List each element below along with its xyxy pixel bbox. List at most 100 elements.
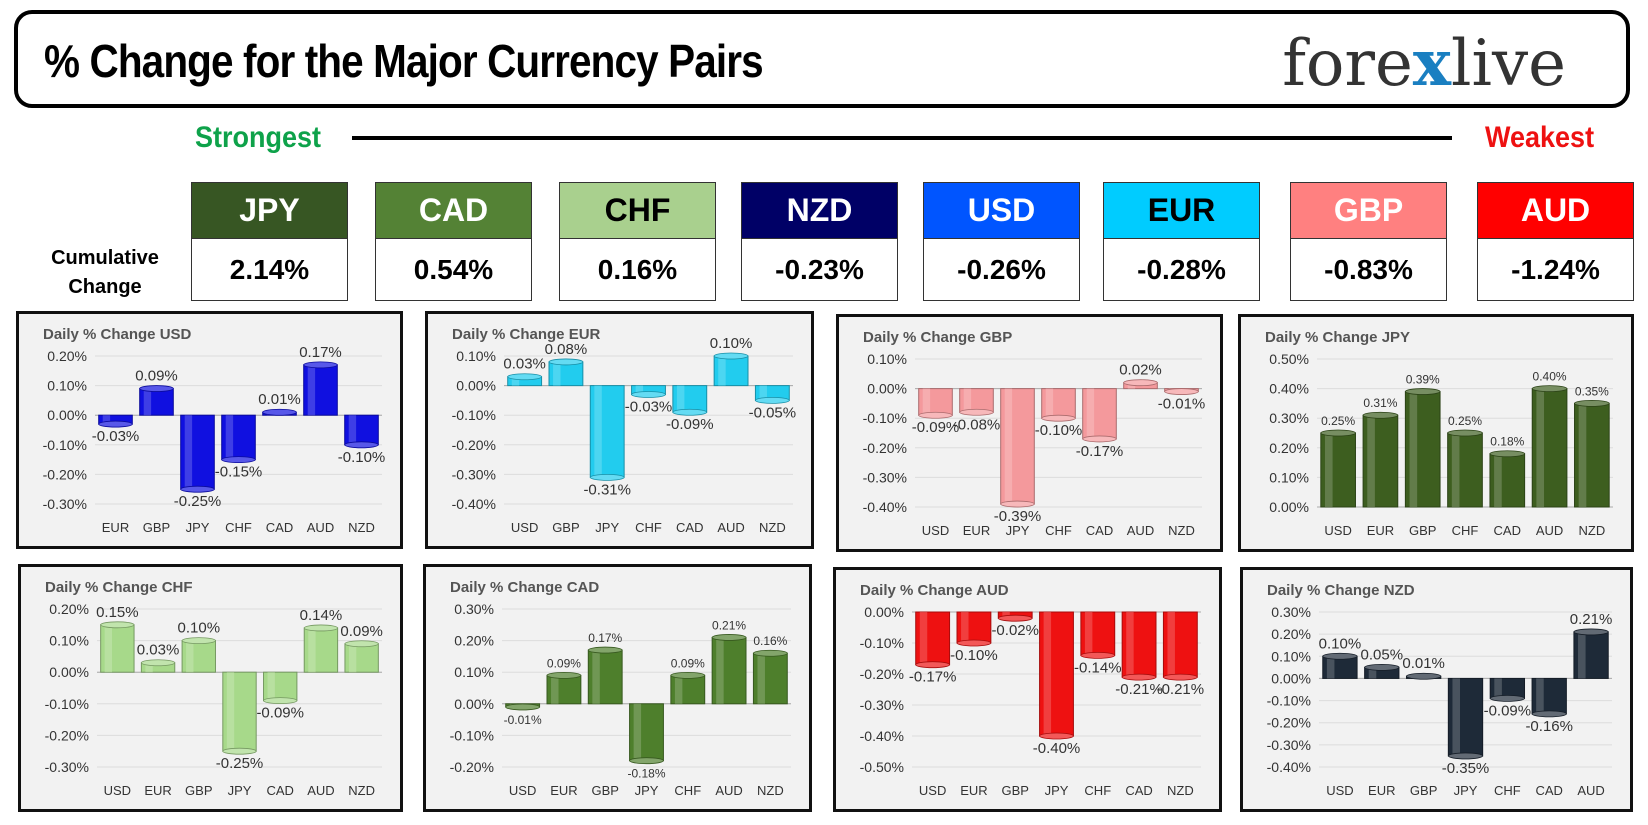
bar-cap bbox=[140, 659, 176, 667]
bar-cap bbox=[1320, 429, 1356, 437]
bar-highlight bbox=[1043, 612, 1052, 736]
bar-highlight bbox=[1367, 415, 1375, 507]
y-tick-label: 0.30% bbox=[1269, 410, 1309, 426]
chart-title: Daily % Change JPY bbox=[1265, 329, 1411, 346]
chart-panel-nzd: Daily % Change NZD 0.30% 0.20% 0.10% 0.00% -0… bbox=[1240, 567, 1633, 812]
data-label: 0.09% bbox=[671, 656, 705, 670]
data-label: 0.08% bbox=[545, 341, 588, 358]
data-label: -0.09% bbox=[666, 416, 714, 433]
bar-cap bbox=[1121, 673, 1157, 681]
logo-mark: x bbox=[1412, 26, 1452, 101]
currency-code: CAD bbox=[375, 182, 532, 239]
data-label: -0.09% bbox=[1484, 702, 1532, 719]
currency-code: GBP bbox=[1290, 182, 1447, 239]
bar-cap bbox=[1489, 694, 1525, 702]
y-tick-label: 0.00% bbox=[1271, 670, 1311, 686]
y-tick-label: -0.30% bbox=[863, 469, 907, 485]
bar-cap bbox=[100, 621, 135, 629]
data-label: 0.01% bbox=[258, 391, 301, 408]
data-label: -0.21% bbox=[1115, 681, 1163, 698]
x-tick-label: NZD bbox=[348, 783, 375, 798]
bar-cap bbox=[262, 408, 297, 416]
x-tick-label: NZD bbox=[1168, 523, 1195, 538]
cumulative-value: -1.24% bbox=[1477, 239, 1634, 301]
x-tick-label: NZD bbox=[757, 783, 784, 798]
cumulative-value: 0.16% bbox=[559, 239, 716, 301]
bar-highlight bbox=[1086, 388, 1095, 439]
chart-title: Daily % Change USD bbox=[43, 326, 192, 343]
currency-card-usd: USD -0.26% bbox=[923, 182, 1080, 301]
currency-card-cad: CAD 0.54% bbox=[375, 182, 532, 301]
bar-cap bbox=[1123, 379, 1158, 387]
y-tick-label: -0.10% bbox=[43, 437, 87, 453]
data-label: -0.16% bbox=[1525, 718, 1573, 735]
cumulative-value: -0.28% bbox=[1103, 239, 1260, 301]
y-tick-label: -0.30% bbox=[45, 759, 89, 775]
x-tick-label: NZD bbox=[759, 520, 786, 535]
data-label: -0.39% bbox=[994, 508, 1042, 525]
y-tick-label: 0.10% bbox=[47, 378, 87, 394]
y-tick-label: 0.00% bbox=[47, 407, 87, 423]
bar-cap bbox=[956, 639, 992, 647]
data-label: -0.10% bbox=[338, 449, 386, 466]
chart-panel-jpy: Daily % Change JPY 0.50% 0.40% 0.30% 0.20% 0.… bbox=[1238, 314, 1634, 552]
data-label: -0.09% bbox=[256, 705, 304, 722]
bar-cap bbox=[1322, 652, 1358, 660]
bar-chart: 0.10% 0.00% -0.10% -0.20% -0.30% -0.40% -0.09%… bbox=[863, 351, 1206, 538]
bar-highlight bbox=[145, 662, 153, 673]
bar-highlight bbox=[225, 415, 234, 460]
currency-code: NZD bbox=[741, 182, 898, 239]
x-tick-label: CHF bbox=[1084, 783, 1111, 798]
bar-cap bbox=[915, 661, 950, 669]
data-label: 0.10% bbox=[710, 335, 753, 352]
data-label: -0.40% bbox=[1033, 740, 1081, 757]
chart-title: Daily % Change AUD bbox=[860, 582, 1009, 599]
bar-highlight bbox=[1578, 631, 1586, 679]
x-tick-label: AUD bbox=[715, 783, 742, 798]
bar-highlight bbox=[348, 643, 357, 673]
x-tick-label: EUR bbox=[144, 783, 171, 798]
x-tick-label: JPY bbox=[186, 520, 210, 535]
bar-cap bbox=[303, 361, 338, 369]
bar-highlight bbox=[633, 703, 642, 761]
bar-cap bbox=[1531, 385, 1568, 392]
data-label: -0.08% bbox=[953, 416, 1001, 433]
bar-cap bbox=[670, 671, 706, 679]
bar-cap bbox=[589, 473, 625, 481]
bar-highlight bbox=[1004, 388, 1013, 505]
cumulative-label-line2: Change bbox=[68, 276, 142, 298]
bar-cap bbox=[629, 757, 664, 765]
bar-highlight bbox=[307, 364, 316, 416]
x-tick-label: AUD bbox=[307, 783, 334, 798]
y-tick-label: 0.20% bbox=[454, 633, 494, 649]
cumulative-change-label: Cumulative Change bbox=[40, 244, 170, 302]
data-label: -0.10% bbox=[950, 647, 998, 664]
y-tick-label: 0.50% bbox=[1269, 351, 1309, 367]
chart-panel-gbp: Daily % Change GBP 0.10% 0.00% -0.10% -0.20%… bbox=[836, 314, 1223, 552]
bar-cap bbox=[548, 358, 584, 366]
x-tick-label: CHF bbox=[635, 520, 662, 535]
bar-cap bbox=[139, 385, 174, 392]
bar-cap bbox=[507, 373, 542, 381]
y-tick-label: -0.30% bbox=[1267, 737, 1311, 753]
y-tick-label: -0.20% bbox=[860, 666, 904, 682]
y-tick-label: 0.00% bbox=[864, 604, 904, 620]
bar-highlight bbox=[963, 388, 972, 413]
x-tick-label: USD bbox=[511, 520, 538, 535]
x-tick-label: NZD bbox=[348, 520, 375, 535]
data-label: 0.02% bbox=[1119, 362, 1162, 379]
bar-cap bbox=[303, 624, 339, 632]
bar-highlight bbox=[102, 415, 111, 425]
title-banner: % Change for the Major Currency Pairs fo… bbox=[14, 10, 1630, 108]
y-tick-label: -0.10% bbox=[1267, 693, 1311, 709]
y-tick-label: 0.00% bbox=[867, 381, 907, 397]
x-tick-label: AUD bbox=[1127, 523, 1154, 538]
bar-highlight bbox=[1494, 453, 1502, 507]
chart-title: Daily % Change CHF bbox=[45, 579, 193, 596]
bar-chart: 0.20% 0.10% 0.00% -0.10% -0.20% -0.30% 0.15% US… bbox=[45, 601, 383, 798]
bar-highlight bbox=[922, 388, 931, 416]
bar-highlight bbox=[1084, 612, 1093, 656]
bar-cap bbox=[1082, 435, 1117, 443]
chart-title: Daily % Change NZD bbox=[1267, 582, 1415, 599]
x-tick-label: CAD bbox=[676, 520, 703, 535]
